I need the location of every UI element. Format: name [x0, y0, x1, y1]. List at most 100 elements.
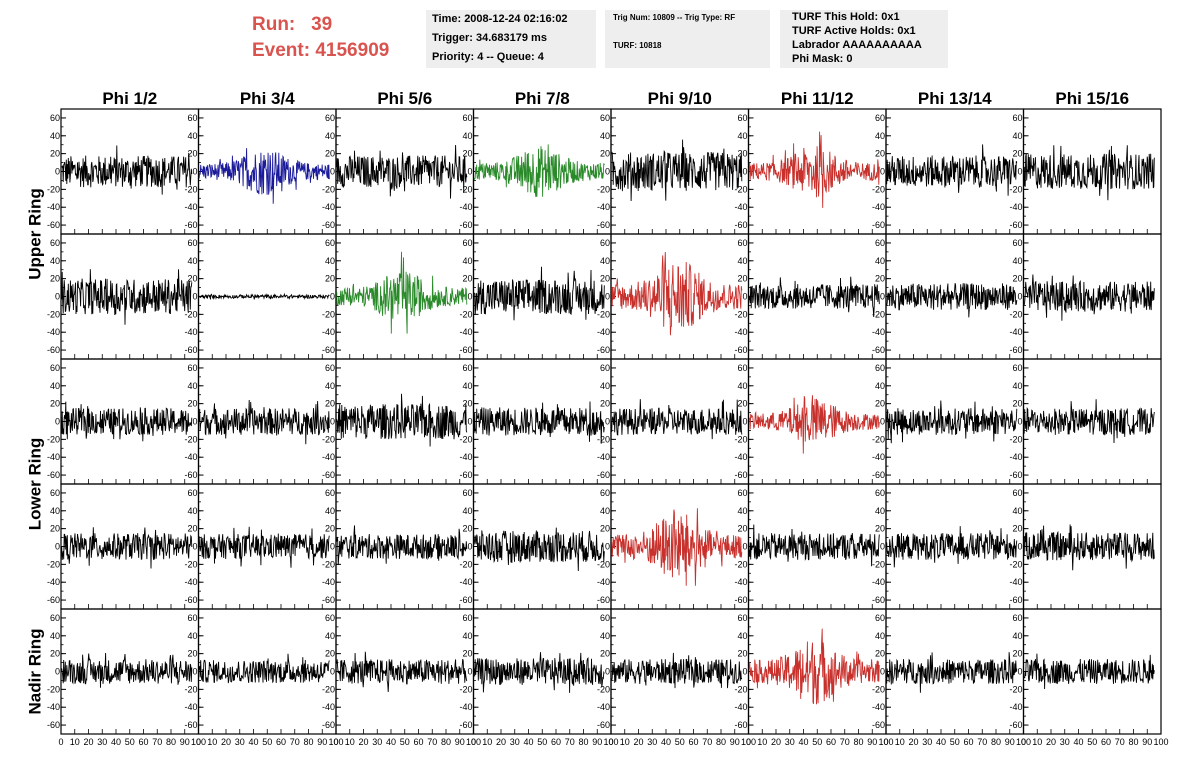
y-tick-label: -60 — [184, 345, 197, 355]
y-tick-label: -20 — [734, 559, 747, 569]
y-tick-label: 20 — [325, 524, 335, 534]
y-tick-label: 60 — [875, 363, 885, 373]
waveform-r5-c4 — [473, 652, 605, 693]
y-tick-label: -20 — [597, 684, 610, 694]
event-value: 4156909 — [315, 40, 390, 61]
y-tick-label: 20 — [600, 524, 610, 534]
waveform-r3-c3 — [336, 393, 468, 447]
x-tick-label: 80 — [441, 737, 451, 747]
x-tick-label: 90 — [455, 737, 465, 747]
y-tick-label: 60 — [1012, 613, 1022, 623]
y-tick-label: 0 — [742, 417, 747, 427]
y-tick-label: -60 — [47, 595, 60, 605]
column-title-5: Phi 9/10 — [648, 89, 712, 108]
y-tick-label: 0 — [330, 292, 335, 302]
y-tick-label: -40 — [1009, 202, 1022, 212]
y-tick-label: 60 — [737, 238, 747, 248]
y-tick-label: 20 — [1012, 399, 1022, 409]
waveform-r3-c8 — [1023, 399, 1155, 444]
waveform-r1-c8 — [1023, 145, 1155, 201]
y-tick-label: 0 — [605, 417, 610, 427]
y-tick-label: -20 — [184, 434, 197, 444]
y-tick-label: 60 — [50, 113, 60, 123]
x-tick-label: 10 — [70, 737, 80, 747]
trigger-text: Trigger: 34.683179 ms — [432, 32, 547, 44]
column-title-4: Phi 7/8 — [515, 89, 570, 108]
waveform-r4-c7 — [886, 526, 1018, 568]
y-tick-label: 20 — [462, 524, 472, 534]
y-tick-label: -40 — [459, 327, 472, 337]
waveform-r2-c7 — [886, 283, 1018, 318]
x-tick-label: 100 — [466, 737, 481, 747]
y-tick-label: -20 — [322, 184, 335, 194]
waveform-r1-c4 — [473, 144, 605, 198]
y-tick-label: -60 — [1009, 220, 1022, 230]
y-tick-label: -60 — [322, 345, 335, 355]
y-tick-label: -60 — [597, 345, 610, 355]
x-tick-label: 90 — [867, 737, 877, 747]
y-tick-label: 40 — [737, 381, 747, 391]
y-tick-label: 40 — [50, 631, 60, 641]
y-tick-label: -40 — [459, 577, 472, 587]
y-tick-label: -20 — [1009, 559, 1022, 569]
waveform-r5-c5 — [611, 652, 743, 689]
y-tick-label: 40 — [187, 381, 197, 391]
y-tick-label: -60 — [459, 220, 472, 230]
y-tick-label: -40 — [734, 702, 747, 712]
y-tick-label: 0 — [192, 167, 197, 177]
y-tick-label: -60 — [459, 470, 472, 480]
waveform-r2-c3 — [336, 251, 468, 334]
y-tick-label: -20 — [47, 309, 60, 319]
x-tick-label: 70 — [702, 737, 712, 747]
y-tick-label: -40 — [872, 327, 885, 337]
waveform-r2-c2 — [198, 292, 330, 300]
y-tick-label: 60 — [187, 363, 197, 373]
turf-info-box: TURF This Hold: 0x1 TURF Active Holds: 0… — [780, 10, 948, 68]
y-tick-label: 40 — [50, 506, 60, 516]
y-tick-label: 20 — [737, 274, 747, 284]
y-tick-label: -20 — [459, 559, 472, 569]
y-tick-label: -60 — [1009, 345, 1022, 355]
y-tick-label: 40 — [325, 256, 335, 266]
y-tick-label: -60 — [872, 470, 885, 480]
y-tick-label: -40 — [734, 327, 747, 337]
x-tick-label: 70 — [1115, 737, 1125, 747]
y-tick-label: 60 — [600, 238, 610, 248]
x-tick-label: 10 — [1032, 737, 1042, 747]
row-title-2: Lower Ring — [25, 438, 44, 531]
y-tick-label: -20 — [872, 684, 885, 694]
y-tick-label: -60 — [322, 595, 335, 605]
y-tick-label: 20 — [600, 274, 610, 284]
y-tick-label: 0 — [467, 667, 472, 677]
y-tick-label: -40 — [459, 702, 472, 712]
y-tick-label: -20 — [872, 434, 885, 444]
y-tick-label: 20 — [50, 274, 60, 284]
y-tick-label: 0 — [605, 292, 610, 302]
y-tick-label: 40 — [737, 631, 747, 641]
y-tick-label: 0 — [742, 292, 747, 302]
y-tick-label: 0 — [1017, 292, 1022, 302]
x-tick-label: 70 — [152, 737, 162, 747]
y-tick-label: -20 — [1009, 684, 1022, 694]
y-tick-label: 0 — [742, 542, 747, 552]
y-tick-label: 40 — [875, 256, 885, 266]
y-tick-label: 60 — [187, 113, 197, 123]
trig-num-text: Trig Num: 10809 -- Trig Type: RF — [613, 13, 736, 22]
y-tick-label: -20 — [184, 559, 197, 569]
y-tick-label: -60 — [184, 720, 197, 730]
x-tick-label: 50 — [537, 737, 547, 747]
y-tick-label: -60 — [47, 220, 60, 230]
y-tick-label: 40 — [50, 381, 60, 391]
waveform-r1-c3 — [336, 144, 468, 199]
column-title-1: Phi 1/2 — [102, 89, 157, 108]
y-tick-label: 20 — [1012, 149, 1022, 159]
y-tick-label: -20 — [47, 434, 60, 444]
y-tick-label: 0 — [880, 167, 885, 177]
x-tick-label: 40 — [111, 737, 121, 747]
event-label: Event: — [252, 40, 311, 61]
y-tick-label: -20 — [459, 434, 472, 444]
y-tick-label: -60 — [734, 345, 747, 355]
x-tick-label: 10 — [482, 737, 492, 747]
y-tick-label: 60 — [325, 113, 335, 123]
x-tick-label: 50 — [812, 737, 822, 747]
